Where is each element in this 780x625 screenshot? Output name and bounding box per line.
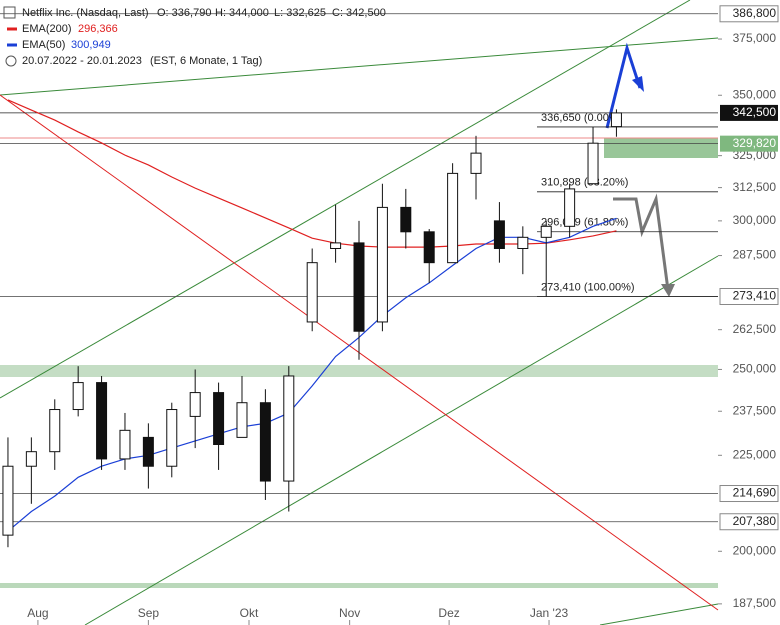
arrow-head (632, 76, 644, 92)
scenario-arrow (605, 42, 642, 129)
icon (5, 55, 17, 67)
candle-body (400, 206, 412, 233)
candle-body (493, 220, 505, 249)
arrow-head (661, 284, 675, 297)
candle-body (517, 236, 529, 249)
y-tick-label: 187,500 (733, 596, 777, 610)
ohlc: C: 342,500 (332, 7, 386, 19)
plot: 336,650 (0.00%) 310,898 (38.20%) 296,029 (… (0, 5, 779, 625)
candle-body (447, 172, 459, 264)
legend-label: EMA(50) (22, 39, 65, 51)
support-zone (0, 583, 718, 588)
level-badge (720, 104, 778, 121)
candle-body (2, 465, 14, 536)
x-tick-label: Okt (240, 606, 259, 620)
resistance-zone (604, 138, 718, 158)
instrument-title: Netflix Inc. (Nasdaq, Last) (22, 7, 149, 19)
level-label: 273,410 (733, 289, 777, 303)
y-tick-label: 262,500 (733, 322, 777, 336)
trend-line (0, 37, 719, 96)
y-tick-label: 225,000 (733, 447, 777, 461)
candle-body (213, 392, 225, 446)
candle-body (470, 152, 482, 174)
candle-body (376, 206, 388, 323)
period: 20.07.2022 - 20.01.2023 (22, 55, 142, 67)
level-label: 207,380 (733, 514, 777, 528)
y-tick-label: 250,000 (733, 362, 777, 376)
candle-body (25, 451, 37, 467)
candle-body (142, 436, 154, 467)
candle-body (423, 231, 435, 264)
fib-label: 336,650 (0.00%) (541, 112, 622, 124)
fib-label: 296,029 (61.80%) (541, 217, 628, 229)
level-badge (720, 135, 778, 152)
legend-label: EMA(200) (22, 23, 72, 35)
x-tick-label: Dez (438, 606, 459, 620)
level-badge (719, 485, 779, 503)
icon (3, 6, 16, 19)
candle-body (189, 392, 201, 417)
candle-body (236, 402, 248, 438)
candle-body (540, 225, 552, 238)
candle-body (564, 188, 576, 227)
trend-line (84, 255, 719, 625)
legend-value: 300,949 (71, 39, 111, 51)
x-tick-label: Nov (339, 606, 360, 620)
y-tick-label: 287,500 (733, 248, 777, 262)
candle-body (119, 429, 131, 460)
candle-body (49, 409, 61, 453)
ema-line (7, 99, 617, 248)
candle-body (306, 262, 318, 323)
candle-body (353, 242, 365, 332)
candle-body (330, 242, 342, 249)
legend-value: 296,366 (78, 23, 118, 35)
fib-label: 273,410 (100.00%) (541, 281, 635, 293)
ohlc: H: 344,000 (215, 7, 269, 19)
candle-body (283, 375, 295, 482)
level-label: 342,500 (733, 105, 777, 119)
level-badge (719, 513, 779, 531)
candle-body (72, 382, 84, 411)
x-tick-label: Aug (27, 606, 48, 620)
scenario-arrow (613, 193, 670, 291)
level-label: 214,690 (733, 486, 777, 500)
level-badge (719, 5, 779, 23)
candle-body (259, 402, 271, 482)
candle-body (166, 409, 178, 467)
fib-label: 310,898 (38.20%) (541, 177, 628, 189)
ohlc: L: 332,625 (274, 7, 326, 19)
level-badge (719, 287, 779, 305)
y-tick-label: 300,000 (733, 213, 777, 227)
candle-body (587, 142, 599, 185)
trend-line (0, 0, 691, 399)
y-tick-label: 237,500 (733, 403, 777, 417)
ohlc: O: 336,790 (157, 7, 211, 19)
y-tick-label: 375,000 (733, 31, 777, 45)
level-label: 329,820 (733, 136, 777, 150)
level-label: 386,800 (733, 6, 777, 20)
y-tick-label: 350,000 (733, 87, 777, 101)
trend-line (599, 603, 719, 625)
x-tick-label: Jan '23 (530, 606, 569, 620)
support-zone (0, 365, 718, 377)
candle-body (610, 112, 622, 128)
period-note: (EST, 6 Monate, 1 Tag) (150, 55, 262, 67)
x-tick-label: Sep (138, 606, 160, 620)
y-tick-label: 312,500 (733, 180, 777, 194)
ema-line (7, 217, 617, 532)
candle-body (96, 382, 108, 460)
y-tick-label: 200,000 (733, 543, 777, 557)
